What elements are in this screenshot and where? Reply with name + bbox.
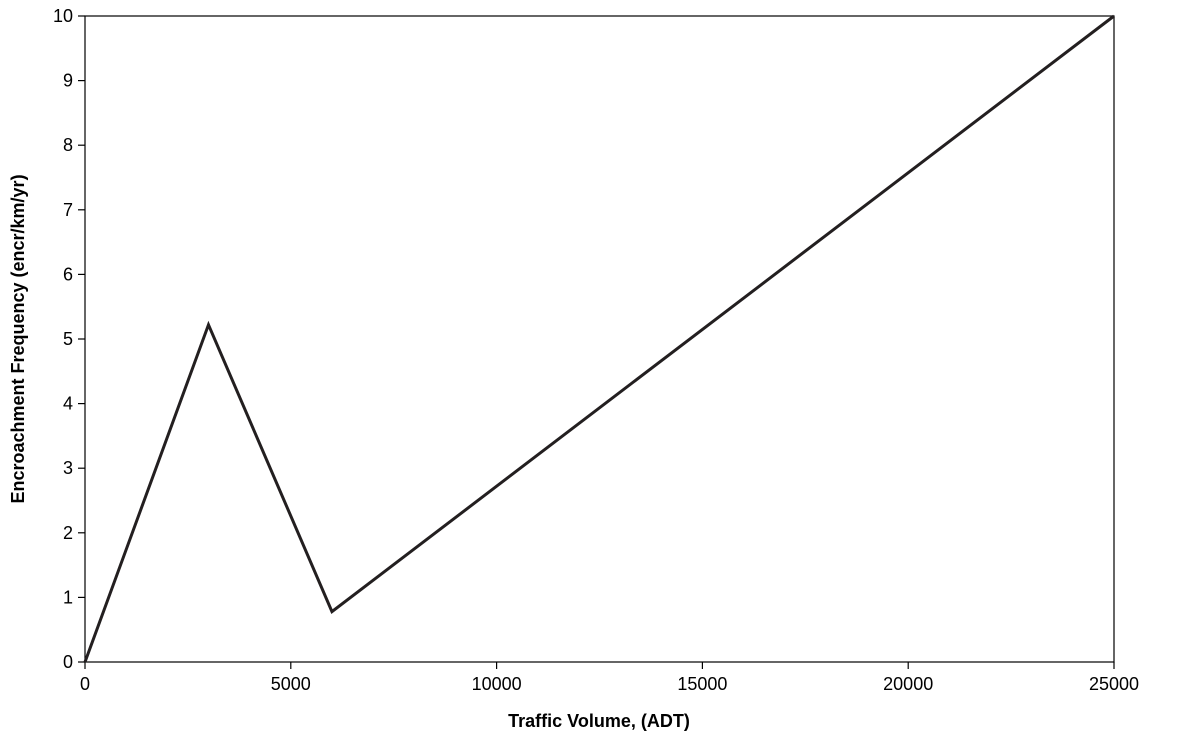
y-tick-label: 0	[63, 652, 73, 672]
y-tick-label: 5	[63, 329, 73, 349]
plot-area	[84, 15, 1115, 663]
y-tick-label: 10	[53, 6, 73, 26]
y-tick-label: 6	[63, 264, 73, 284]
y-tick-label: 4	[63, 394, 73, 414]
x-axis-ticks: 0 5000 10000 15000 20000 25000	[80, 662, 1139, 694]
y-tick-label: 8	[63, 135, 73, 155]
x-tick-label: 5000	[271, 674, 311, 694]
y-tick-label: 7	[63, 200, 73, 220]
x-tick-label: 25000	[1089, 674, 1139, 694]
y-axis-title: Encroachment Frequency (encr/km/yr)	[8, 174, 28, 503]
x-tick-label: 15000	[677, 674, 727, 694]
x-tick-label: 0	[80, 674, 90, 694]
x-axis-title: Traffic Volume, (ADT)	[508, 711, 690, 731]
y-tick-label: 1	[63, 587, 73, 607]
series-layer	[83, 14, 1115, 663]
y-axis-ticks: 0 1 2 3 4 5 6 7 8 9 10	[53, 6, 85, 672]
x-tick-label: 20000	[883, 674, 933, 694]
series-line	[83, 14, 1115, 663]
y-tick-label: 9	[63, 71, 73, 91]
x-tick-label: 10000	[472, 674, 522, 694]
y-tick-label: 3	[63, 458, 73, 478]
y-tick-label: 2	[63, 523, 73, 543]
